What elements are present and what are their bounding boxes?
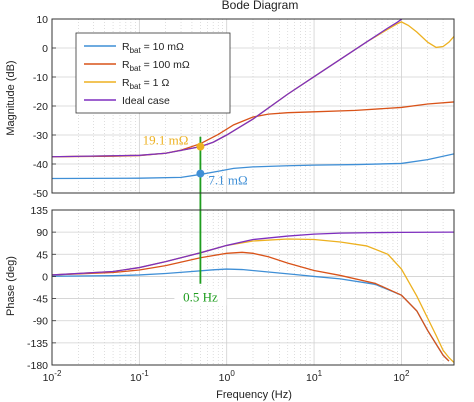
annotation-label: 19.1 mΩ <box>143 133 189 148</box>
point-marker <box>196 169 205 178</box>
y-tick-label: -50 <box>33 188 48 200</box>
series-layer <box>52 19 454 364</box>
point-marker <box>196 142 205 151</box>
y-tick-label: -45 <box>33 294 48 306</box>
y-tick-label: 0 <box>42 43 48 55</box>
phase-y-axis-label: Phase (deg) <box>5 256 17 316</box>
legend-label: Rbat = 10 mΩ <box>122 41 184 55</box>
series-3-magnitude-line <box>52 19 404 158</box>
axes-layer: -50 -40 -30 -20 -10 0 10 -180 -135 -90 -45 0 45 90 135… <box>27 14 455 384</box>
annotation-label: 0.5 Hz <box>183 290 218 305</box>
x-tick-label: 101 <box>306 369 323 384</box>
y-tick-label: 90 <box>36 227 48 239</box>
y-tick-label: -90 <box>33 316 48 328</box>
series-0-phase-line <box>52 268 450 362</box>
series-3-phase-line <box>52 231 454 276</box>
legend-label: Ideal case <box>122 95 170 107</box>
legend-label: Rbat = 100 mΩ <box>122 59 190 73</box>
magnitude-axes-frame <box>51 18 455 194</box>
y-tick-label: -10 <box>33 72 48 84</box>
x-tick-label: 10-2 <box>43 369 62 384</box>
legend: Rbat = 10 mΩ Rbat = 100 mΩ Rbat = 1 Ω Ideal… <box>75 32 231 114</box>
y-tick-label: -20 <box>33 101 48 113</box>
phase-axes-frame <box>51 209 455 366</box>
series-0-magnitude-line <box>52 153 454 180</box>
overlay-layer: 19.1 mΩ 7.1 mΩ 0.5 Hz <box>143 133 248 306</box>
annotation-background <box>174 288 227 306</box>
legend-label: Rbat = 1 Ω <box>122 77 169 91</box>
y-tick-label: -180 <box>27 360 48 372</box>
x-tick-label: 10-1 <box>130 369 149 384</box>
x-tick-label: 100 <box>219 369 236 384</box>
annotation-label: 7.1 mΩ <box>208 173 247 188</box>
y-tick-label: 45 <box>36 249 48 261</box>
chart-title: Bode Diagram <box>222 0 299 12</box>
y-tick-label: 0 <box>42 271 48 283</box>
magnitude-y-axis-label: Magnitude (dB) <box>5 60 17 135</box>
y-tick-label: -40 <box>33 159 48 171</box>
y-tick-label: -135 <box>27 338 48 350</box>
x-tick-label: 102 <box>393 369 410 384</box>
y-tick-label: -30 <box>33 130 48 142</box>
x-axis-label: Frequency (Hz) <box>216 389 292 401</box>
y-tick-label: 135 <box>30 205 48 217</box>
series-1-phase-line <box>52 251 450 362</box>
y-tick-label: 10 <box>36 14 48 26</box>
